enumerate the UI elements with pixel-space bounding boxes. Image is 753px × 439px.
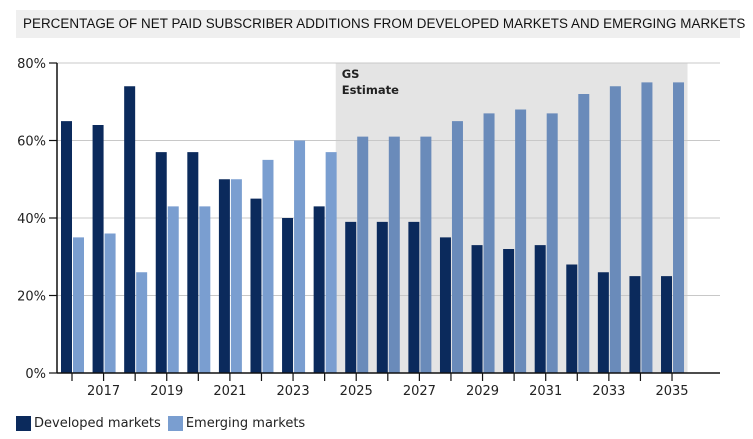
bar-developed-2027 <box>408 221 420 373</box>
chart-title-bar: PERCENTAGE OF NET PAID SUBSCRIBER ADDITI… <box>16 10 745 38</box>
x-tick-label: 2029 <box>466 384 499 399</box>
legend-item-emerging: Emerging markets <box>167 415 306 431</box>
bar-emerging-2024 <box>325 152 337 373</box>
bar-emerging-2019 <box>167 206 179 373</box>
bar-emerging-2018 <box>136 272 148 373</box>
bar-developed-2030 <box>503 249 515 373</box>
bar-emerging-2029 <box>483 113 495 373</box>
y-tick-label: 0% <box>25 367 46 382</box>
x-tick-label: 2031 <box>529 384 562 399</box>
bar-developed-2020 <box>187 152 199 373</box>
y-tick-label: 80% <box>17 57 46 72</box>
bar-developed-2016 <box>61 121 72 373</box>
estimate-label-line2: Estimate <box>342 83 399 97</box>
bar-developed-2031 <box>534 245 546 373</box>
bar-emerging-2035 <box>673 82 685 373</box>
x-tick-label: 2017 <box>87 384 120 399</box>
legend: Developed markets Emerging markets <box>16 414 312 432</box>
bar-developed-2023 <box>282 218 294 373</box>
bar-emerging-2023 <box>294 140 306 373</box>
bar-emerging-2027 <box>420 136 432 373</box>
bar-developed-2018 <box>124 86 136 373</box>
labels: GS Estimate 0% 20% 40% 60% 80% 2017 2019 2021 2023… <box>17 57 688 399</box>
x-tick-label: 2035 <box>655 384 688 399</box>
bar-developed-2034 <box>629 276 641 373</box>
bar-emerging-2031 <box>546 113 558 373</box>
bar-emerging-2022 <box>262 159 274 373</box>
bar-developed-2017 <box>92 125 104 373</box>
bar-emerging-2033 <box>609 86 621 373</box>
bar-emerging-2026 <box>388 136 400 373</box>
bar-developed-2021 <box>218 179 230 373</box>
x-tick-label: 2021 <box>213 384 246 399</box>
axes <box>49 62 720 381</box>
x-tick-label: 2027 <box>403 384 436 399</box>
bar-developed-2024 <box>313 206 325 373</box>
y-tick-label: 60% <box>17 135 46 150</box>
bar-developed-2032 <box>566 264 578 373</box>
bar-emerging-2017 <box>104 233 116 373</box>
estimate-label-line1: GS <box>342 67 360 81</box>
y-tick-label: 20% <box>17 290 46 305</box>
bar-emerging-2025 <box>357 136 369 373</box>
x-tick-label: 2033 <box>592 384 625 399</box>
bar-emerging-2016 <box>73 237 84 373</box>
bar-emerging-2028 <box>451 121 463 373</box>
bars <box>61 82 685 373</box>
x-tick-label: 2025 <box>340 384 373 399</box>
bar-developed-2029 <box>471 245 483 373</box>
legend-swatch-developed <box>16 415 31 431</box>
legend-item-developed: Developed markets <box>16 415 161 431</box>
bar-developed-2026 <box>376 221 388 373</box>
bar-developed-2035 <box>661 276 673 373</box>
bar-developed-2022 <box>250 198 262 373</box>
bar-developed-2028 <box>439 237 451 373</box>
x-tick-label: 2023 <box>277 384 310 399</box>
bar-emerging-2034 <box>641 82 653 373</box>
bar-developed-2033 <box>597 272 609 373</box>
bar-emerging-2020 <box>199 206 211 373</box>
legend-swatch-emerging <box>167 415 183 431</box>
legend-label-developed: Developed markets <box>34 415 161 431</box>
bar-emerging-2030 <box>515 109 527 373</box>
bar-developed-2025 <box>345 221 357 373</box>
gridlines <box>57 62 720 296</box>
bar-emerging-2021 <box>230 179 242 373</box>
chart-title: PERCENTAGE OF NET PAID SUBSCRIBER ADDITI… <box>23 16 746 31</box>
bar-developed-2019 <box>155 152 167 373</box>
x-tick-label: 2019 <box>150 384 183 399</box>
y-tick-label: 40% <box>17 212 46 227</box>
bar-emerging-2032 <box>578 94 590 373</box>
legend-label-emerging: Emerging markets <box>185 415 306 431</box>
